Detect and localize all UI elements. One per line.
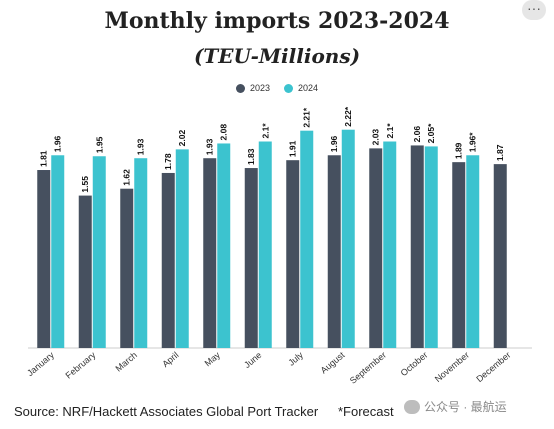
bar-2023-december	[493, 164, 507, 348]
x-tick-label-may: May	[203, 350, 223, 369]
bar-2023-march	[120, 188, 134, 348]
data-label-2024-may: 2.08	[219, 124, 229, 141]
bar-2024-september	[383, 141, 397, 348]
more-options-icon[interactable]: ···	[522, 0, 546, 20]
chart-title: Monthly imports 2023-2024	[104, 8, 450, 34]
source-note: Source: NRF/Hackett Associates Global Po…	[14, 404, 319, 419]
data-label-2024-february: 1.95	[94, 136, 104, 153]
data-label-2023-september: 2.03	[371, 129, 381, 146]
legend-label-2024: 2024	[298, 83, 319, 93]
bar-2023-february	[78, 195, 92, 348]
data-label-2023-october: 2.06	[412, 126, 422, 143]
bar-2024-august	[341, 129, 355, 348]
legend-item-2023: 2023	[235, 83, 270, 93]
data-label-2023-june: 1.83	[246, 148, 256, 165]
watermark-text: 公众号 · 最航运	[424, 400, 507, 414]
data-label-2024-october: 2.05*	[426, 123, 436, 144]
bar-chart: 1.81 1.96 January 1.55 1.95 February 1.62 1.93 M…	[25, 106, 532, 386]
watermark: 公众号 · 最航运	[404, 398, 507, 415]
chart-legend: 2023 2024	[0, 83, 554, 93]
data-label-2023-november: 1.89	[454, 142, 464, 159]
data-label-2024-june: 2.1*	[260, 123, 270, 139]
bar-2023-august	[327, 155, 341, 348]
bar-2023-april	[161, 172, 175, 348]
x-tick-label-october: October	[399, 350, 430, 378]
data-label-2024-august: 2.22*	[343, 106, 353, 127]
x-tick-label-december: December	[474, 350, 512, 384]
bar-2023-may	[203, 158, 217, 348]
data-label-2024-march: 1.93	[136, 138, 146, 155]
bar-2023-july	[286, 160, 300, 348]
data-label-2024-november: 1.96*	[468, 132, 478, 153]
data-label-2024-april: 2.02	[177, 130, 187, 147]
data-label-2024-september: 2.1*	[385, 123, 395, 139]
bar-2023-october	[410, 145, 424, 348]
legend-swatch-2023	[235, 83, 245, 93]
x-tick-label-june: June	[242, 350, 263, 370]
bar-2024-february	[92, 156, 106, 348]
data-label-2023-february: 1.55	[80, 176, 90, 193]
x-tick-label-august: August	[319, 350, 347, 376]
data-label-2023-august: 1.96	[329, 135, 339, 152]
x-tick-label-november: November	[433, 350, 471, 384]
bar-2024-november	[466, 155, 480, 348]
chart-subtitle: (TEU-Millions)	[193, 44, 361, 68]
data-label-2023-april: 1.78	[163, 153, 173, 170]
legend-swatch-2024	[284, 83, 293, 93]
x-tick-label-september: September	[348, 350, 388, 386]
bar-2024-april	[175, 149, 189, 348]
bar-2024-march	[134, 158, 148, 348]
data-label-2024-july: 2.21*	[302, 107, 312, 128]
bar-2024-may	[217, 143, 231, 348]
bar-2024-january	[51, 155, 65, 348]
data-label-2024-january: 1.96	[53, 135, 63, 152]
bar-2024-october	[424, 146, 438, 348]
data-label-2023-july: 1.91	[288, 140, 298, 157]
data-label-2023-may: 1.93	[205, 138, 215, 155]
data-label-2023-january: 1.81	[39, 150, 49, 167]
x-tick-label-april: April	[160, 350, 180, 369]
bar-2024-june	[258, 141, 272, 348]
data-label-2023-december: 1.87	[495, 144, 505, 161]
x-tick-label-february: February	[64, 350, 98, 381]
forecast-note: *Forecast	[338, 404, 394, 419]
x-tick-label-july: July	[286, 350, 305, 368]
bar-2023-january	[37, 170, 51, 348]
legend-item-2024: 2024	[284, 83, 318, 93]
wechat-logo-icon	[404, 399, 420, 414]
x-tick-label-march: March	[113, 350, 139, 374]
data-label-2023-march: 1.62	[122, 169, 132, 186]
bar-2023-june	[244, 168, 258, 348]
legend-label-2023: 2023	[249, 83, 270, 93]
x-tick-label-january: January	[25, 350, 56, 379]
bar-2023-november	[452, 162, 466, 348]
bar-2023-september	[369, 148, 383, 348]
bar-2024-july	[300, 130, 314, 348]
